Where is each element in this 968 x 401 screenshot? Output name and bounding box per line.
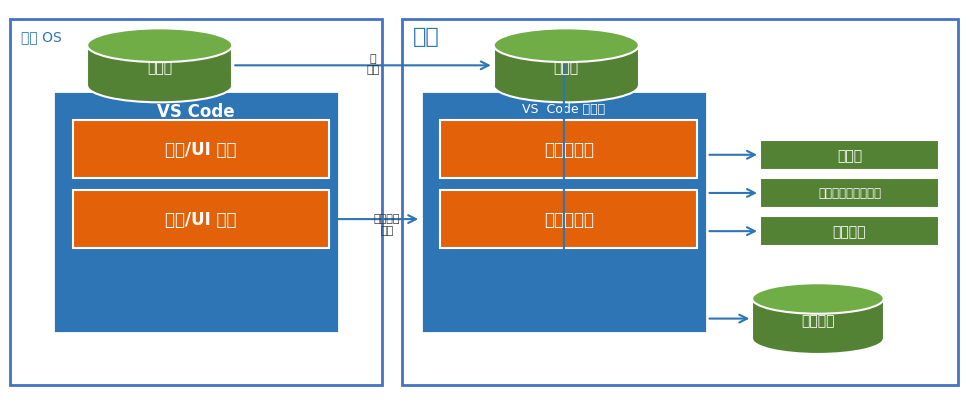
- Ellipse shape: [87, 29, 232, 63]
- Bar: [87, 46, 232, 86]
- Bar: [440, 190, 697, 249]
- Bar: [402, 20, 958, 385]
- Text: 主题/UI 扩展: 主题/UI 扩展: [166, 211, 236, 229]
- Text: VS  Code 服务器: VS Code 服务器: [523, 102, 605, 115]
- Ellipse shape: [494, 69, 639, 103]
- Ellipse shape: [494, 29, 639, 63]
- Text: 终端流程: 终端流程: [832, 225, 866, 239]
- Ellipse shape: [752, 284, 884, 314]
- Text: 文件系统: 文件系统: [802, 313, 834, 327]
- Text: 正在运行的应用程序: 正在运行的应用程序: [818, 187, 881, 200]
- Bar: [421, 92, 707, 333]
- Text: VS Code: VS Code: [157, 102, 235, 120]
- Text: 源代码: 源代码: [147, 61, 172, 75]
- Bar: [494, 46, 639, 86]
- Ellipse shape: [87, 69, 232, 103]
- Text: 源代码: 源代码: [554, 61, 579, 75]
- Ellipse shape: [752, 324, 884, 354]
- Text: 已公开的
端口: 已公开的 端口: [374, 214, 401, 235]
- Text: 调试器: 调试器: [837, 148, 862, 162]
- Text: 本地 OS: 本地 OS: [21, 30, 62, 44]
- Text: 卷
装载: 卷 装载: [366, 53, 379, 75]
- Bar: [760, 140, 939, 170]
- Text: 容器: 容器: [413, 27, 440, 47]
- Bar: [760, 178, 939, 209]
- Text: 工作区扩展: 工作区扩展: [544, 211, 593, 229]
- Bar: [10, 20, 382, 385]
- Bar: [752, 299, 884, 339]
- Bar: [53, 92, 339, 333]
- Text: 工作区扩展: 工作区扩展: [544, 140, 593, 158]
- Bar: [73, 120, 329, 178]
- Bar: [73, 190, 329, 249]
- Text: 主题/UI 扩展: 主题/UI 扩展: [166, 140, 236, 158]
- Bar: [440, 120, 697, 178]
- Bar: [760, 217, 939, 247]
